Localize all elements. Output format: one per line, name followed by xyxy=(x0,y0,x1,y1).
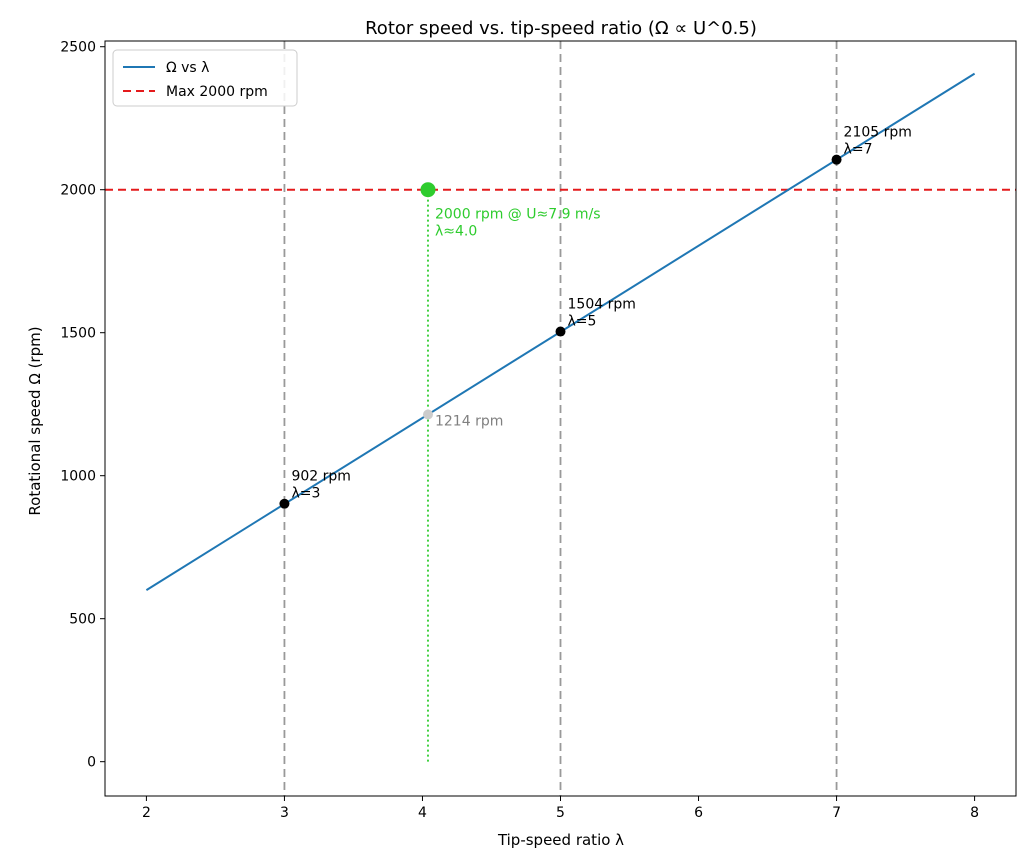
y-tick-label: 2500 xyxy=(60,40,96,56)
y-tick-label: 500 xyxy=(69,612,96,628)
point-annotation: 2105 rpm λ=7 xyxy=(844,125,912,158)
legend-entry: Ω vs λ xyxy=(166,60,209,76)
y-tick-label: 0 xyxy=(87,755,96,771)
annotation-line: λ≈4.0 xyxy=(435,224,477,240)
y-axis-label: Rotational speed Ω (rpm) xyxy=(26,326,44,515)
x-tick-label: 5 xyxy=(556,805,565,821)
data-point xyxy=(279,498,290,509)
annotation-line: 1504 rpm xyxy=(568,297,636,313)
chart-title: Rotor speed vs. tip-speed ratio (Ω ∝ U^0… xyxy=(365,18,757,39)
x-tick-label: 6 xyxy=(694,805,703,821)
point-annotation: 1504 rpm λ=5 xyxy=(568,297,636,330)
plot-area xyxy=(105,41,1016,796)
point-annotation: 902 rpm λ=3 xyxy=(291,469,350,502)
legend-box xyxy=(112,49,298,107)
point-annotation: 1214 rpm xyxy=(435,413,503,429)
axis-ticks: 2 3 4 5 6 7 8 0 500 1000 1500 2000 2500 xyxy=(60,40,979,821)
data-point xyxy=(831,154,842,165)
x-tick-label: 8 xyxy=(970,805,979,821)
point-annotation: 2000 rpm @ U≈7.9 m/s λ≈4.0 xyxy=(435,207,601,240)
annotation-line: λ=7 xyxy=(844,142,873,158)
annotation-line: 1214 rpm xyxy=(435,413,503,429)
annotation-line: 2105 rpm xyxy=(844,125,912,141)
y-tick-label: 1000 xyxy=(60,469,96,485)
data-point xyxy=(422,409,433,420)
data-point xyxy=(420,182,436,198)
data-point xyxy=(555,326,566,337)
legend: Ω vs λ Max 2000 rpm xyxy=(112,49,298,107)
x-tick-label: 4 xyxy=(418,805,427,821)
annotation-line: λ=3 xyxy=(291,486,320,502)
legend-entry: Max 2000 rpm xyxy=(166,84,268,100)
y-tick-label: 2000 xyxy=(60,183,96,199)
y-tick-label: 1500 xyxy=(60,326,96,342)
x-tick-label: 3 xyxy=(280,805,289,821)
x-axis-label: Tip-speed ratio λ xyxy=(497,831,624,849)
annotation-line: λ=5 xyxy=(568,314,597,330)
x-tick-label: 2 xyxy=(142,805,151,821)
annotation-line: 2000 rpm @ U≈7.9 m/s xyxy=(435,207,601,223)
x-tick-label: 7 xyxy=(832,805,841,821)
annotation-line: 902 rpm xyxy=(291,469,350,485)
